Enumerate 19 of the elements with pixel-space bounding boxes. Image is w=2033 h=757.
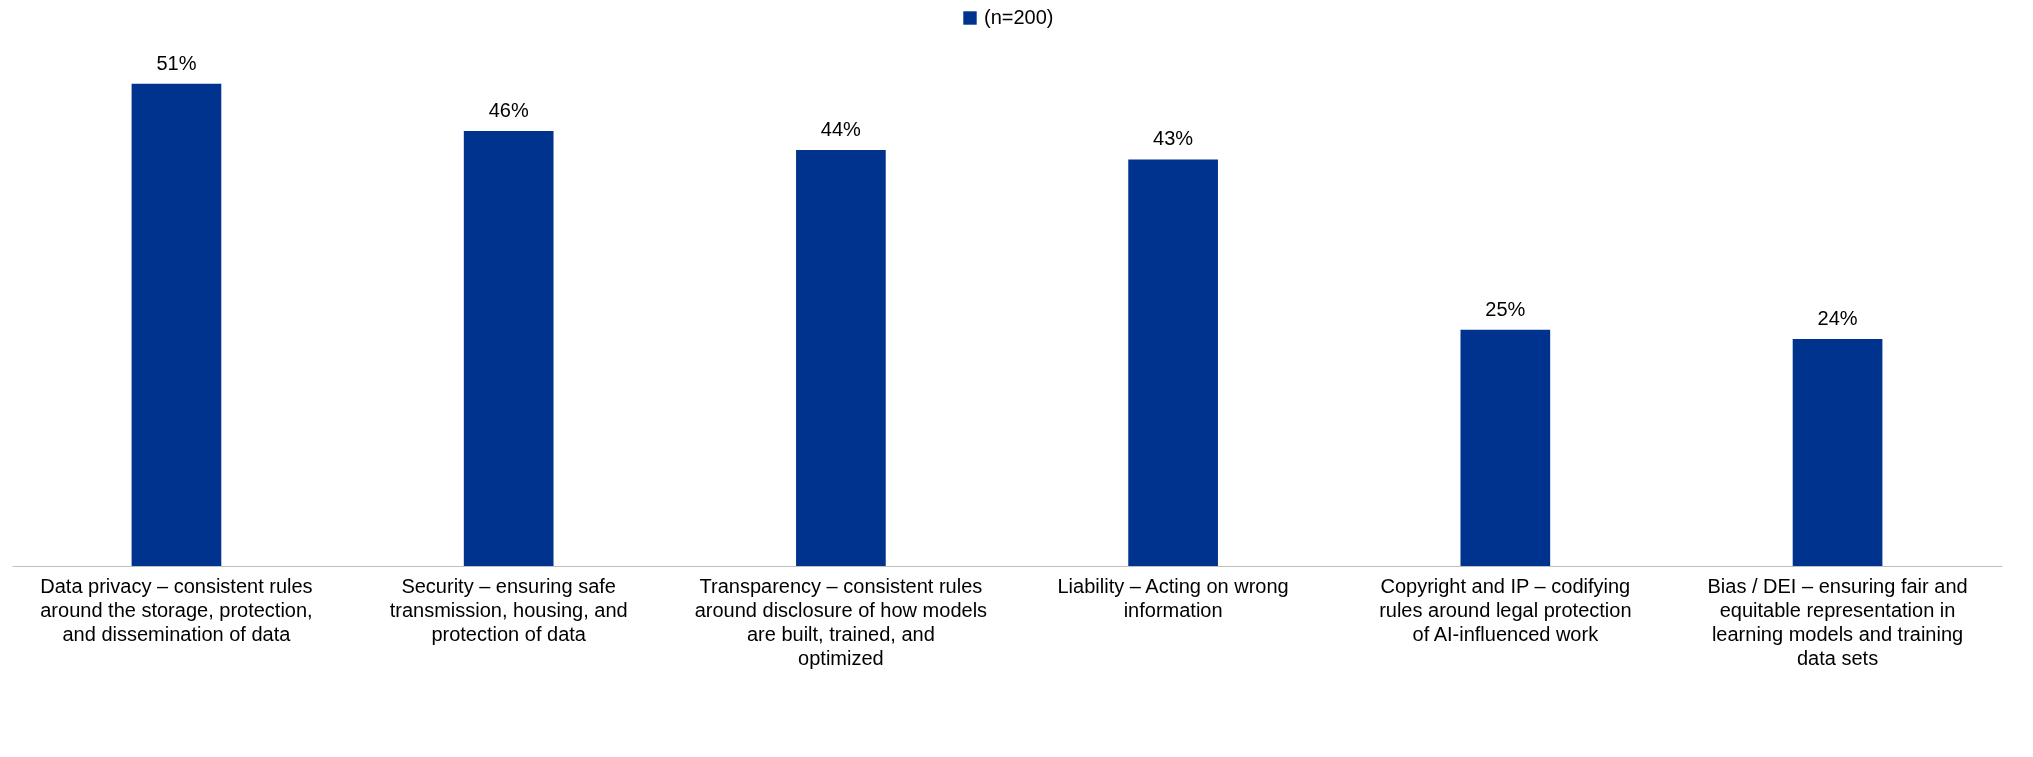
bar bbox=[463, 131, 554, 566]
data-label: 46% bbox=[488, 99, 529, 122]
data-label: 25% bbox=[1485, 297, 1526, 320]
x-tick-label: Bias / DEI – ensuring fair and equitable representation in learning models and training data sets bbox=[1707, 574, 1968, 669]
data-label: 51% bbox=[156, 51, 197, 74]
bar bbox=[1792, 339, 1883, 566]
data-label: 44% bbox=[820, 118, 862, 140]
bar bbox=[131, 83, 222, 566]
x-tick-label: Security – ensuring safe transmission, housing, and protection of data bbox=[389, 574, 628, 645]
x-tick-label: Data privacy – consistent rules around the storage, protection, and dissemination of data bbox=[40, 574, 313, 645]
x-tick-label: Copyright and IP – codifying rules around legal protection of AI-influenced work bbox=[1379, 574, 1632, 645]
bar bbox=[1128, 159, 1218, 566]
x-tick-label: Liability – Acting on wrong information bbox=[1057, 574, 1289, 621]
bar bbox=[796, 150, 886, 566]
bar bbox=[1460, 329, 1551, 566]
legend-label: (n=200) bbox=[984, 6, 1054, 28]
x-tick-label: Transparency – consistent rules around disclosure of how models are built, trained, and optimized bbox=[694, 574, 988, 669]
data-label: 24% bbox=[1817, 307, 1858, 330]
data-label: 43% bbox=[1153, 127, 1194, 150]
